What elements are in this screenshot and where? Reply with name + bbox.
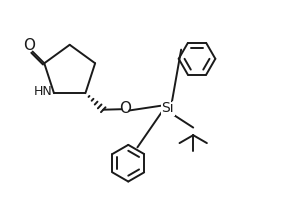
Text: O: O: [23, 38, 36, 54]
Text: Si: Si: [161, 101, 174, 115]
Text: HN: HN: [34, 85, 53, 98]
Text: O: O: [119, 101, 131, 116]
